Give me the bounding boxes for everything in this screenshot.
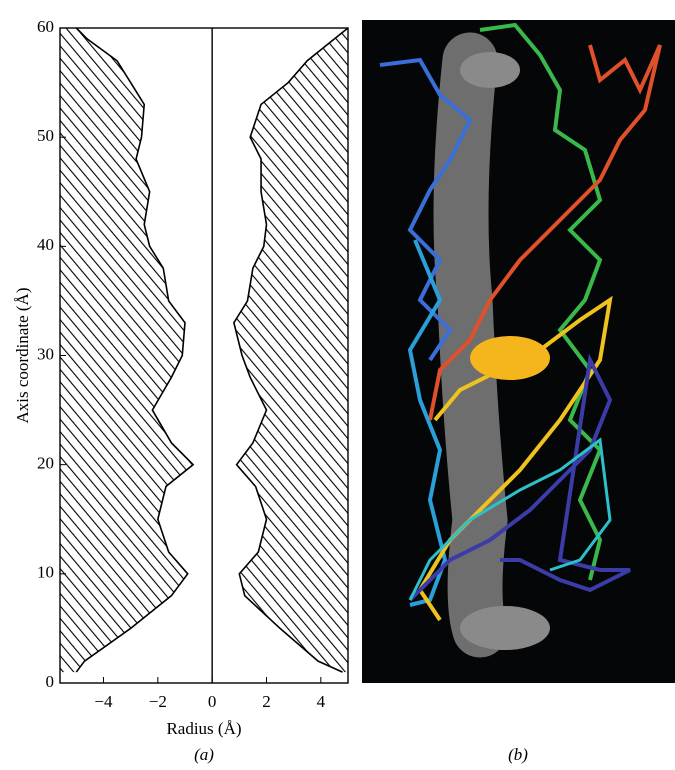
pore-profile: [75, 27, 195, 673]
y-tick-label: 40: [37, 235, 54, 254]
hatched-wall: [60, 28, 194, 673]
pore-profile: [233, 27, 349, 673]
y-tick-label: 10: [37, 563, 54, 582]
y-tick-label: 60: [37, 17, 54, 36]
x-tick-label: 4: [317, 692, 326, 711]
y-tick-label: 0: [46, 672, 55, 691]
panel-label: (a): [194, 745, 214, 764]
y-axis-label: Axis coordinate (Å): [13, 288, 32, 424]
x-tick-label: −2: [149, 692, 167, 711]
x-tick-label: 2: [262, 692, 271, 711]
molecule-panel: [362, 20, 675, 683]
x-tick-label: −4: [94, 692, 113, 711]
x-axis-label: Radius (Å): [166, 719, 241, 738]
x-tick-label: 0: [208, 692, 217, 711]
y-tick-label: 50: [37, 126, 54, 145]
y-tick-label: 30: [37, 344, 54, 363]
panel-label: (b): [508, 745, 528, 764]
y-tick-label: 20: [37, 454, 54, 473]
hatched-wall: [233, 28, 348, 673]
